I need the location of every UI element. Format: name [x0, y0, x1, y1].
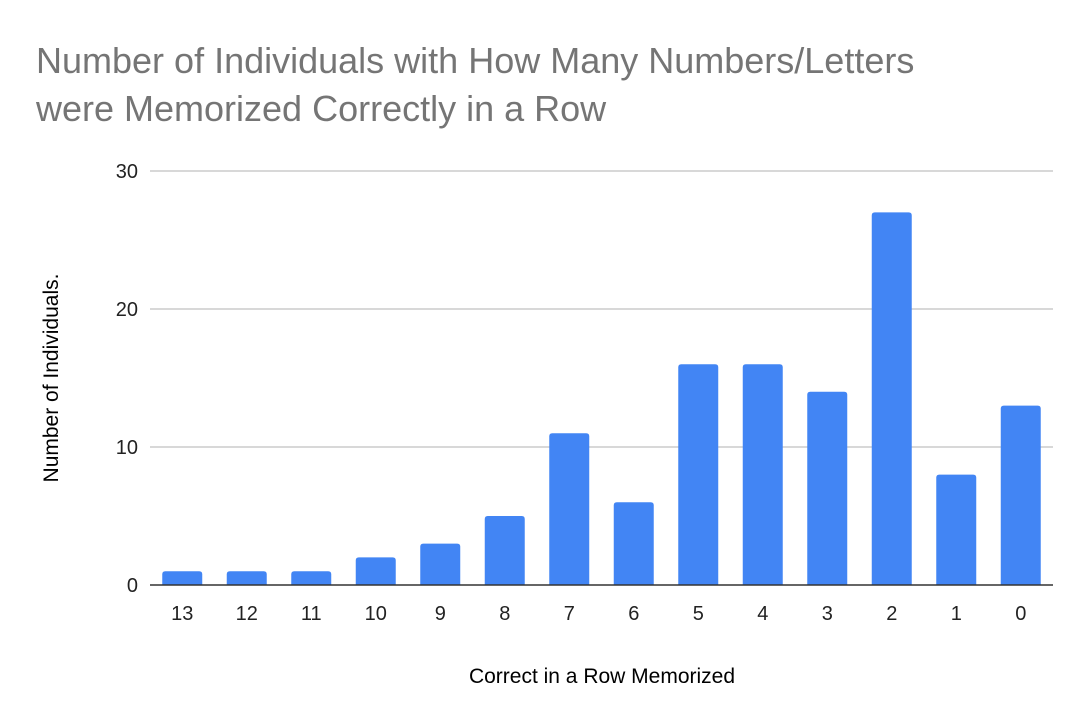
x-tick-label: 12: [236, 603, 258, 625]
x-tick-label: 9: [435, 603, 446, 625]
bar-0: [1000, 405, 1041, 585]
chart-title: Number of Individuals with How Many Numb…: [35, 40, 914, 129]
x-axis-label: Correct in a Row Memorized: [469, 665, 735, 688]
x-tick-label: 2: [886, 603, 897, 625]
bar-5: [678, 364, 719, 585]
x-tick-label: 4: [757, 603, 768, 625]
bar-9: [420, 543, 461, 585]
chart-title-line-1: Number of Individuals with How Many Numb…: [36, 40, 914, 81]
y-axis-label: Number of Individuals.: [40, 274, 63, 483]
x-tick-label: 11: [301, 603, 322, 625]
bar-13: [162, 571, 203, 585]
y-tick-label: 30: [116, 161, 138, 183]
x-tick-label: 0: [1015, 603, 1026, 625]
x-tick-label: 13: [171, 603, 193, 625]
bar-4: [742, 364, 783, 585]
bar-10: [355, 557, 396, 585]
y-tick-label: 0: [127, 575, 138, 597]
bar-3: [807, 391, 848, 585]
gridlines: [150, 170, 1053, 448]
bars: [162, 212, 1041, 585]
bar-7: [549, 433, 590, 585]
bar-11: [291, 571, 332, 585]
x-tick-label: 3: [822, 603, 833, 625]
x-tick-label: 5: [693, 603, 704, 625]
y-tick-label: 10: [116, 437, 138, 459]
y-tick-label: 20: [116, 299, 138, 321]
bar-1: [936, 474, 977, 585]
x-tick-label: 6: [628, 603, 639, 625]
bar-12: [226, 571, 267, 585]
chart-title-line-2: were Memorized Correctly in a Row: [35, 88, 607, 129]
bar-2: [871, 212, 912, 585]
x-axis-ticks: 13 12 11 10 9 8 7 6 5 4 3 2 1 0: [171, 603, 1026, 625]
bar-8: [484, 516, 525, 585]
x-tick-label: 1: [951, 603, 962, 625]
bar-6: [613, 502, 654, 585]
y-axis-ticks: 0 10 20 30: [116, 161, 138, 597]
x-tick-label: 7: [564, 603, 575, 625]
x-tick-label: 10: [365, 603, 387, 625]
x-tick-label: 8: [499, 603, 510, 625]
